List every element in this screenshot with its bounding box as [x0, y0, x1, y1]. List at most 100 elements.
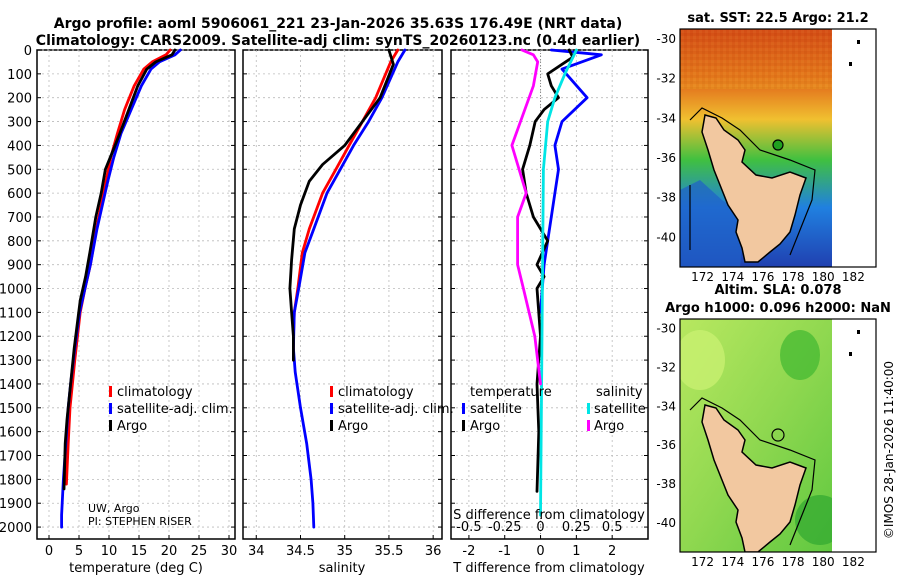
series-line-t-satellite	[539, 48, 603, 314]
temperature-legend: climatology satellite-adj. clim. Argo	[109, 385, 233, 434]
sla-blob	[680, 330, 725, 390]
sla-coastline-contour	[689, 397, 816, 546]
ytick-label: 1600	[0, 426, 32, 441]
series-line-argo	[288, 48, 395, 362]
temperature-xlabel: temperature (deg C)	[69, 561, 203, 576]
map-ytick-label: -34	[656, 111, 676, 125]
ytick-label: 300	[7, 116, 32, 131]
sst-map-title: sat. SST: 22.5 Argo: 21.2	[687, 11, 868, 26]
legend-label-argo: Argo	[338, 419, 368, 434]
map-xtick-label: 176	[751, 555, 774, 569]
legend-swatch-s-satellite	[587, 403, 590, 414]
sla-map-title-line2: Argo h1000: 0.096 h2000: NaN	[665, 301, 891, 316]
ytick-label: 800	[7, 235, 32, 250]
ytick-label: 1500	[0, 402, 32, 417]
map-xtick-label: 180	[812, 555, 835, 569]
xtick-label: 25	[191, 544, 208, 559]
sla-island	[857, 330, 860, 334]
x2tick-label: 0.25	[562, 520, 591, 535]
xtick-label: 10	[101, 544, 118, 559]
ytick-label: 1200	[0, 330, 32, 345]
xtick-label: 20	[161, 544, 178, 559]
sst-float-marker	[772, 139, 784, 151]
imos-credit: ©IMOS 28-Jan-2026 11:40:00	[882, 361, 896, 539]
legend-swatch-satellite	[330, 403, 333, 414]
ytick-label: 500	[7, 163, 32, 178]
sst-island	[857, 40, 860, 44]
figure-title-line1: Argo profile: aoml 5906061_221 23-Jan-20…	[54, 16, 623, 32]
difference-panel-frame	[450, 49, 649, 540]
xtick-label: -1	[498, 544, 511, 559]
xtick-label: 1	[572, 544, 580, 559]
sst-coastline-contour	[689, 107, 816, 256]
series-line-satellite-adj-clim-	[291, 48, 407, 529]
legend-swatch-satellite	[109, 403, 112, 414]
map-ytick-label: -32	[656, 72, 676, 86]
sla-map: Altim. SLA: 0.078 Argo h1000: 0.096 h200…	[665, 283, 891, 553]
difference-xlabel: T difference from climatology	[452, 561, 645, 576]
sst-island	[849, 62, 852, 66]
map-ytick-label: -38	[656, 477, 676, 491]
map-xtick-label: 174	[721, 270, 744, 284]
ytick-label: 1100	[0, 306, 32, 321]
x2tick-label: -0.25	[488, 520, 522, 535]
series-line-s-argo	[510, 48, 542, 386]
xtick-label: 35.5	[374, 544, 403, 559]
map-ytick-label: -32	[656, 361, 676, 375]
map-ytick-label: -40	[656, 230, 676, 244]
xtick-label: 34.5	[286, 544, 315, 559]
ytick-label: 1900	[0, 497, 32, 512]
map-xtick-label: 180	[812, 270, 835, 284]
legend-swatch-climatology	[109, 386, 112, 397]
map-ytick-label: -30	[656, 32, 676, 46]
sla-white-strip	[840, 319, 876, 552]
sst-white-strip	[840, 29, 876, 267]
legend-label-argo: Argo	[117, 419, 147, 434]
legend-swatch-argo	[109, 420, 112, 431]
map-ytick-label: -30	[656, 322, 676, 336]
xtick-label: 36	[425, 544, 442, 559]
legend-label-s-satellite: satellite	[594, 402, 646, 417]
ytick-label: 100	[7, 68, 32, 83]
ytick-label: 1400	[0, 378, 32, 393]
ytick-label: 1800	[0, 473, 32, 488]
xtick-label: 2	[608, 544, 616, 559]
sla-island	[849, 352, 852, 356]
ytick-label: 600	[7, 187, 32, 202]
difference-x2label: S difference from climatology	[453, 508, 645, 523]
legend-label-satellite: satellite-adj. clim.	[338, 402, 454, 417]
map-xtick-label: 172	[691, 555, 714, 569]
legend-swatch-t-argo	[462, 420, 465, 431]
ytick-label: 2000	[0, 521, 32, 536]
legend-label-s-argo: Argo	[594, 419, 624, 434]
ytick-label: 1300	[0, 354, 32, 369]
sla-map-title-line1: Altim. SLA: 0.078	[715, 283, 842, 298]
sst-map-frame	[679, 28, 877, 268]
x2tick-label: 0.5	[602, 520, 623, 535]
temperature-panel-frame	[36, 49, 236, 540]
sst-field-texture	[680, 29, 832, 89]
difference-legend: temperature satellite Argo salinity sate…	[462, 385, 646, 434]
legend-label-satellite: satellite-adj. clim.	[117, 402, 233, 417]
legend-swatch-argo	[330, 420, 333, 431]
map-ytick-label: -34	[656, 399, 676, 413]
sst-land	[701, 114, 807, 263]
sla-land	[701, 404, 807, 552]
legend-title-temperature: temperature	[470, 385, 552, 400]
xtick-label: 15	[131, 544, 148, 559]
legend-label-climatology: climatology	[117, 385, 193, 400]
map-xtick-label: 174	[721, 555, 744, 569]
sla-float-marker	[771, 428, 785, 442]
xtick-label: 5	[75, 544, 83, 559]
series-line-s-satellite	[539, 48, 578, 517]
map-xtick-label: 178	[782, 555, 805, 569]
legend-swatch-s-argo	[587, 420, 590, 431]
map-ytick-label: -40	[656, 516, 676, 530]
map-ytick-label: -38	[656, 191, 676, 205]
series-line-t-argo	[521, 48, 575, 493]
ytick-label: 400	[7, 139, 32, 154]
salinity-panel-frame	[242, 49, 443, 540]
xtick-label: 30	[221, 544, 238, 559]
legend-label-t-argo: Argo	[470, 419, 500, 434]
